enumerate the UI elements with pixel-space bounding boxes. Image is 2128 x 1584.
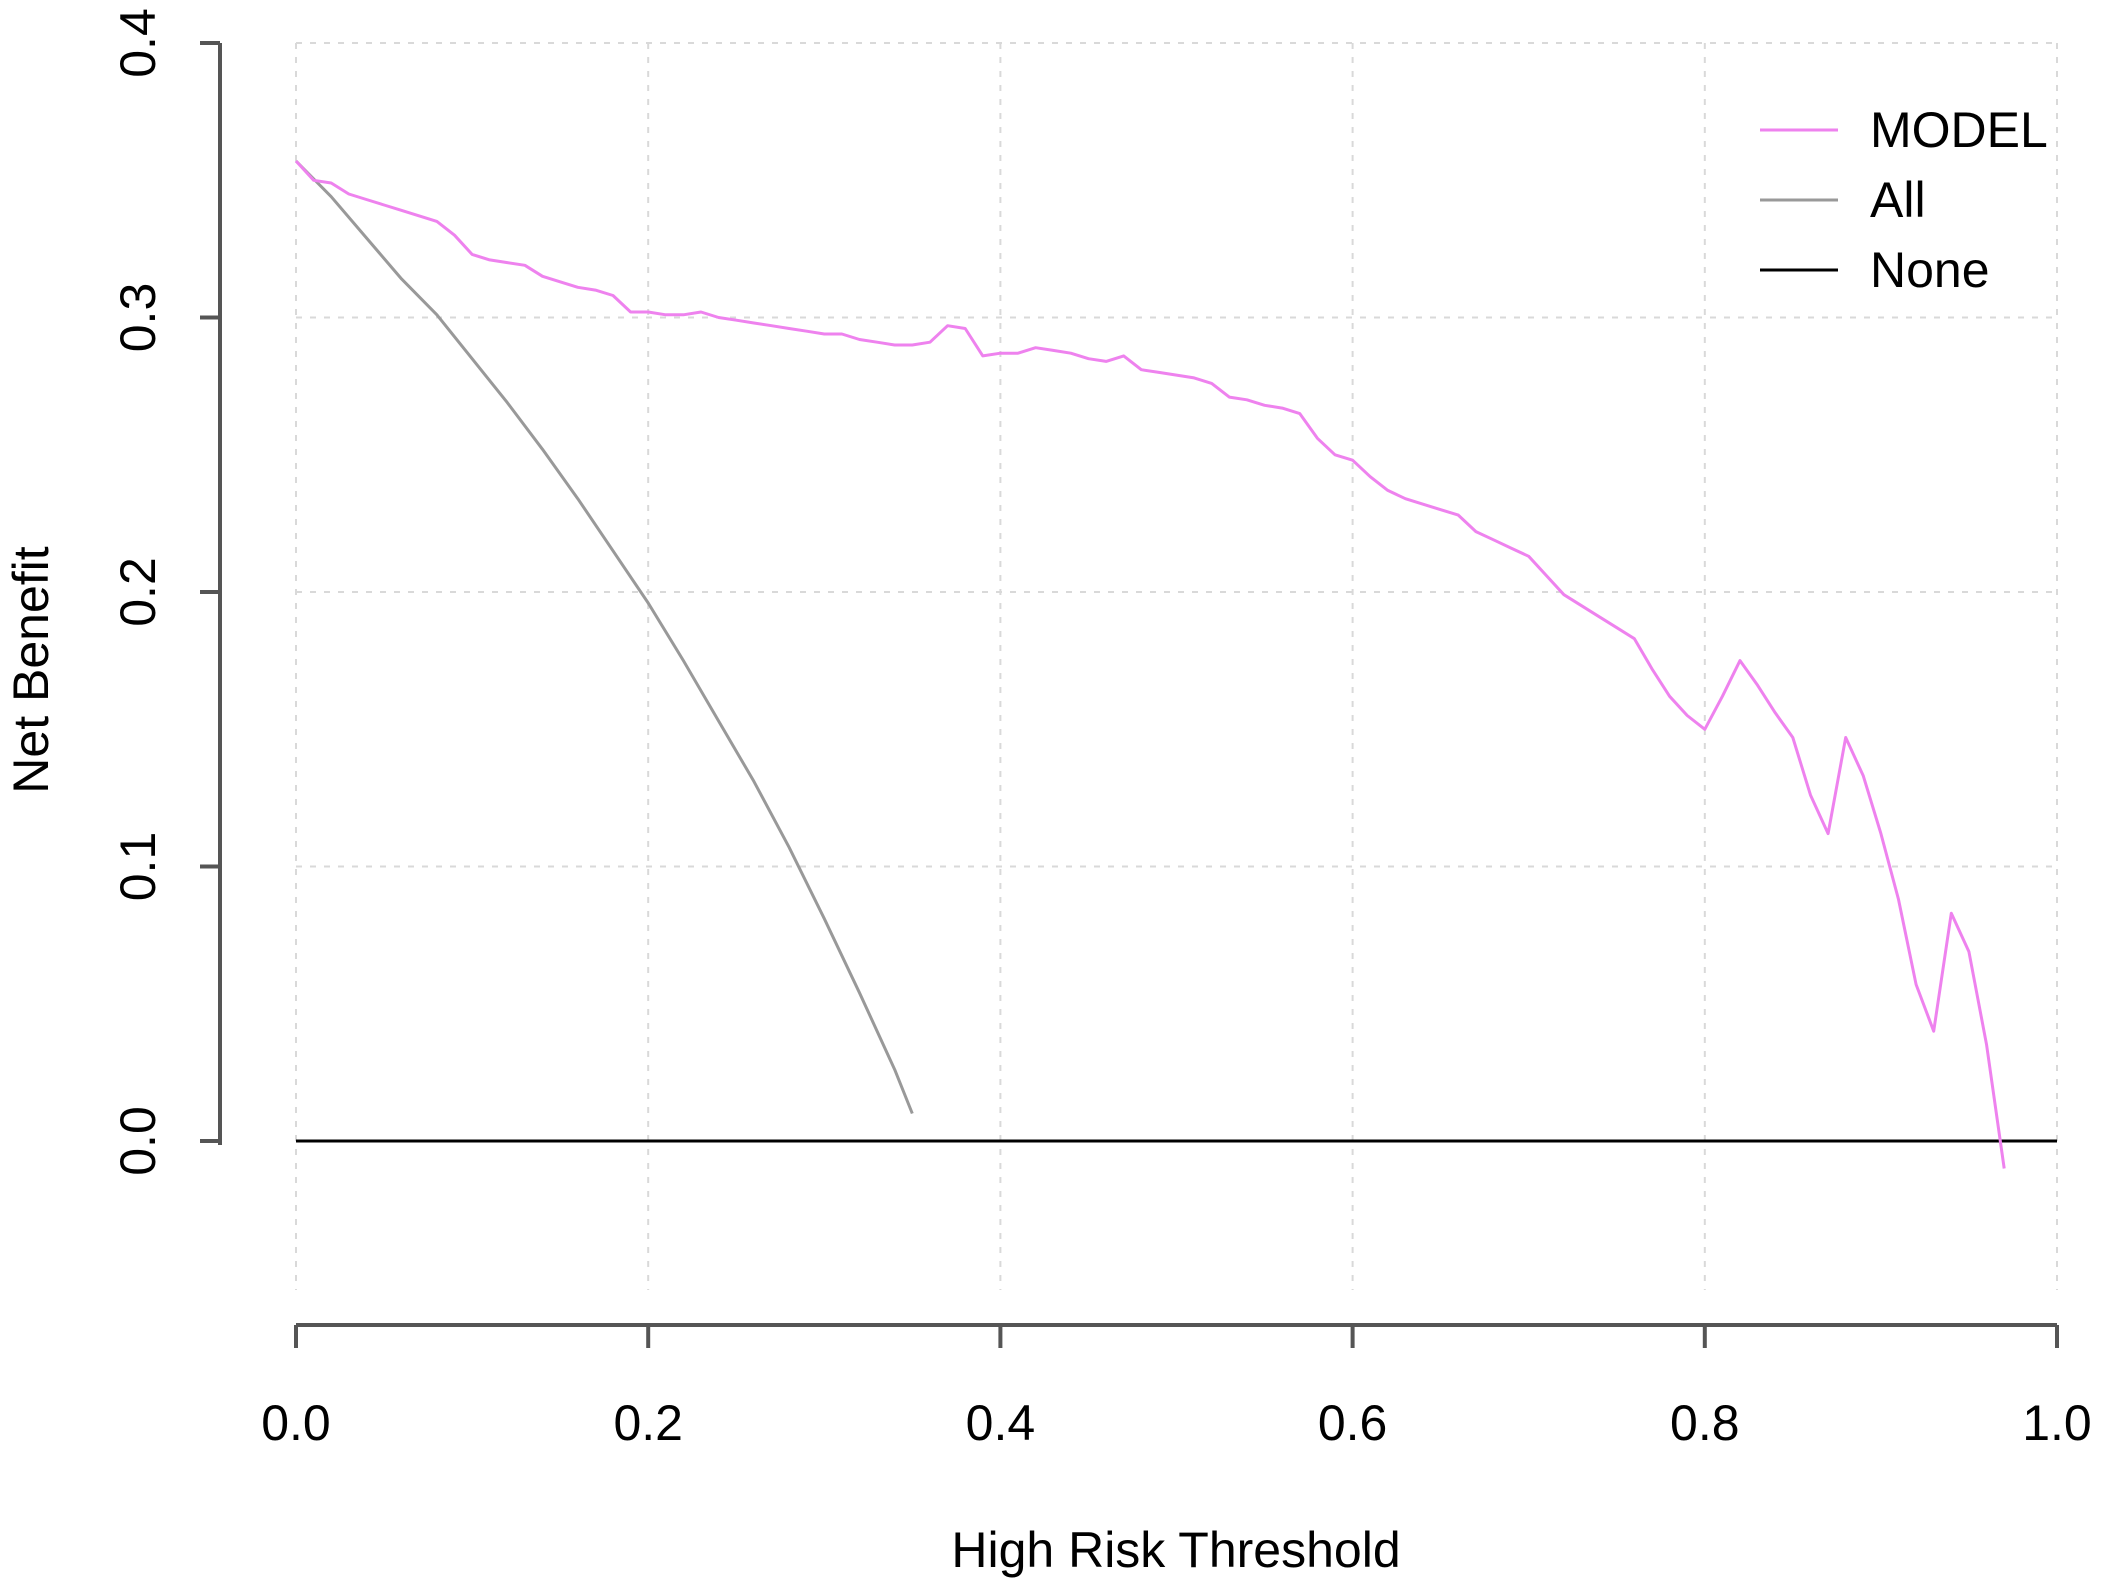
y-tick-label: 0.2 bbox=[110, 557, 166, 627]
x-tick-label: 0.4 bbox=[966, 1395, 1036, 1451]
y-ticks: 0.0 0.1 0.2 0.3 0.4 bbox=[110, 8, 220, 1176]
model-line bbox=[294, 159, 2006, 1169]
legend-label-all: All bbox=[1870, 172, 1926, 228]
y-tick-label: 0.3 bbox=[110, 283, 166, 353]
legend: MODEL All None bbox=[1760, 102, 2048, 298]
legend-label-none: None bbox=[1870, 242, 1990, 298]
axes bbox=[218, 43, 2057, 1327]
x-tick-label: 0.0 bbox=[261, 1395, 331, 1451]
x-tick-label: 0.2 bbox=[613, 1395, 683, 1451]
y-axis-title: Net Benefit bbox=[3, 546, 59, 793]
y-tick-label: 0.1 bbox=[110, 832, 166, 902]
x-axis-title: High Risk Threshold bbox=[951, 1522, 1400, 1578]
y-tick-label: 0.0 bbox=[110, 1106, 166, 1176]
all-line bbox=[294, 159, 914, 1115]
x-tick-label: 0.6 bbox=[1318, 1395, 1388, 1451]
x-ticks: 0.0 0.2 0.4 0.6 0.8 1.0 bbox=[261, 1325, 2092, 1451]
legend-label-model: MODEL bbox=[1870, 102, 2048, 158]
y-tick-label: 0.4 bbox=[110, 8, 166, 78]
grid-lines bbox=[295, 42, 2058, 1290]
x-tick-label: 1.0 bbox=[2022, 1395, 2092, 1451]
series-lines bbox=[294, 159, 2057, 1169]
x-tick-label: 0.8 bbox=[1670, 1395, 1740, 1451]
